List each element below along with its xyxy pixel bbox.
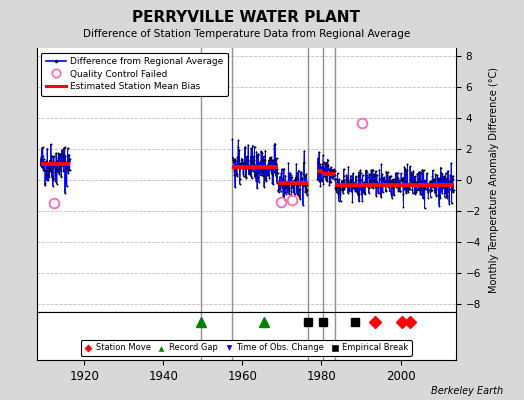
Text: Difference of Station Temperature Data from Regional Average: Difference of Station Temperature Data f…	[83, 29, 410, 39]
Legend: Difference from Regional Average, Quality Control Failed, Estimated Station Mean: Difference from Regional Average, Qualit…	[41, 52, 228, 96]
Text: Berkeley Earth: Berkeley Earth	[431, 386, 503, 396]
Legend: Station Move, Record Gap, Time of Obs. Change, Empirical Break: Station Move, Record Gap, Time of Obs. C…	[81, 340, 412, 356]
Text: PERRYVILLE WATER PLANT: PERRYVILLE WATER PLANT	[132, 10, 361, 25]
Y-axis label: Monthly Temperature Anomaly Difference (°C): Monthly Temperature Anomaly Difference (…	[489, 67, 499, 293]
